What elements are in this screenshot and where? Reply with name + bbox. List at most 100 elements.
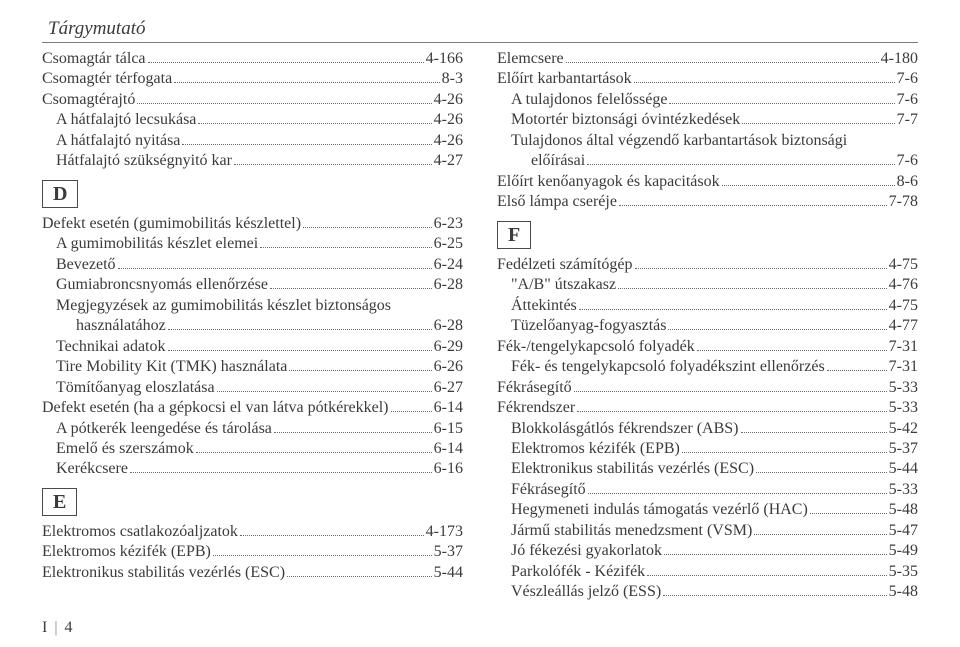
index-entry: A hátfalajtó lecsukása4-26 bbox=[42, 110, 463, 130]
index-entry-page: 4-180 bbox=[881, 49, 918, 69]
index-entry-label: Bevezető bbox=[42, 255, 116, 275]
index-entry: Első lámpa cseréje7-78 bbox=[497, 192, 918, 212]
index-entry: Hegymeneti indulás támogatás vezérlő (HA… bbox=[497, 500, 918, 520]
index-entry-page: 5-44 bbox=[434, 563, 463, 583]
index-entry-label: Gumiabroncsnyomás ellenőrzése bbox=[42, 275, 268, 295]
index-entry-label: Kerékcsere bbox=[42, 459, 128, 479]
index-entry-page: 5-33 bbox=[889, 378, 918, 398]
index-entry-page: 5-49 bbox=[889, 541, 918, 561]
index-entry: Fék- és tengelykapcsoló folyadékszint el… bbox=[497, 357, 918, 377]
index-entry-label: Hátfalajtó szükségnyitó kar bbox=[42, 151, 232, 171]
index-entry: Áttekintés4-75 bbox=[497, 296, 918, 316]
index-entry-page: 6-14 bbox=[434, 439, 463, 459]
leader-dots bbox=[168, 329, 432, 330]
index-entry-page: 5-48 bbox=[889, 582, 918, 602]
header-rule bbox=[42, 42, 918, 43]
index-entry-page: 7-6 bbox=[897, 69, 918, 89]
index-entry: Tire Mobility Kit (TMK) használata6-26 bbox=[42, 357, 463, 377]
index-entry-page: 7-31 bbox=[889, 337, 918, 357]
index-entry-page: 7-6 bbox=[897, 151, 918, 171]
leader-dots bbox=[213, 555, 432, 556]
index-entry-label: Motortér biztonsági óvintézkedések bbox=[497, 110, 740, 130]
index-entry-page: 6-23 bbox=[434, 214, 463, 234]
leader-dots bbox=[260, 247, 431, 248]
leader-dots bbox=[664, 554, 887, 555]
index-entry-label: Elemcsere bbox=[497, 49, 564, 69]
leader-dots bbox=[391, 411, 432, 412]
page-footer: I | 4 bbox=[42, 619, 73, 637]
index-entry-label: Tömítőanyag eloszlatása bbox=[42, 378, 215, 398]
index-entry-page: 4-173 bbox=[426, 522, 463, 542]
leader-dots bbox=[618, 288, 887, 289]
index-entry-label: Csomagtér térfogata bbox=[42, 69, 172, 89]
index-entry-page: 4-77 bbox=[889, 316, 918, 336]
leader-dots bbox=[588, 493, 887, 494]
index-entry-label: Blokkolásgátlós fékrendszer (ABS) bbox=[497, 419, 739, 439]
index-entry-label: Elektronikus stabilitás vezérlés (ESC) bbox=[497, 459, 754, 479]
index-entry: Fékrendszer5-33 bbox=[497, 398, 918, 418]
index-entry: Blokkolásgátlós fékrendszer (ABS) 5-42 bbox=[497, 419, 918, 439]
leader-dots bbox=[587, 164, 894, 165]
index-entry-page: 8-3 bbox=[442, 69, 463, 89]
leader-dots bbox=[619, 205, 887, 206]
index-entry-page: 8-6 bbox=[897, 172, 918, 192]
leader-dots bbox=[168, 350, 432, 351]
index-entry-label: A pótkerék leengedése és tárolása bbox=[42, 419, 272, 439]
leader-dots bbox=[217, 391, 432, 392]
index-entry-page: 6-27 bbox=[434, 378, 463, 398]
index-entry: Elektronikus stabilitás vezérlés (ESC)5-… bbox=[42, 563, 463, 583]
index-entry-label: Tüzelőanyag-fogyasztás bbox=[497, 316, 666, 336]
index-entry: előírásai7-6 bbox=[497, 151, 918, 171]
footer-separator: | bbox=[54, 619, 57, 636]
leader-dots bbox=[722, 185, 895, 186]
index-entry-page: 6-29 bbox=[434, 337, 463, 357]
index-entry: Defekt esetén (ha a gépkocsi el van látv… bbox=[42, 398, 463, 418]
index-entry-label: A gumimobilitás készlet elemei bbox=[42, 234, 258, 254]
index-entry-page: 4-26 bbox=[434, 131, 463, 151]
index-entry-page: 4-76 bbox=[889, 275, 918, 295]
leader-dots bbox=[697, 350, 887, 351]
index-entry-page: 5-37 bbox=[434, 542, 463, 562]
leader-dots bbox=[566, 62, 879, 63]
index-entry-page: 7-31 bbox=[889, 357, 918, 377]
index-entry-label: Fedélzeti számítógép bbox=[497, 255, 633, 275]
index-entry-label: Fékrásegítő bbox=[497, 480, 586, 500]
index-entry: "A/B" útszakasz4-76 bbox=[497, 275, 918, 295]
index-entry-page: 5-33 bbox=[889, 398, 918, 418]
leader-dots bbox=[118, 268, 432, 269]
index-entry-label: Jó fékezési gyakorlatok bbox=[497, 541, 662, 561]
section-letter: E bbox=[42, 488, 77, 516]
index-entry-label: Tire Mobility Kit (TMK) használata bbox=[42, 357, 287, 377]
page-header: Tárgymutató bbox=[42, 18, 918, 40]
index-entry-page: 6-16 bbox=[434, 459, 463, 479]
index-entry-page: 4-26 bbox=[434, 90, 463, 110]
leader-dots bbox=[669, 103, 894, 104]
index-entry: Elemcsere 4-180 bbox=[497, 49, 918, 69]
index-entry-continuation: Megjegyzések az gumimobilitás készlet bi… bbox=[42, 296, 463, 316]
index-entry: Elektromos kézifék (EPB)5-37 bbox=[497, 439, 918, 459]
index-entry: Kerékcsere 6-16 bbox=[42, 459, 463, 479]
index-entry-label: Fékrásegítő bbox=[497, 378, 572, 398]
index-entry-page: 5-42 bbox=[889, 419, 918, 439]
index-entry-label: Vészleállás jelző (ESS) bbox=[497, 582, 661, 602]
leader-dots bbox=[198, 123, 431, 124]
index-entry-label: Fék- és tengelykapcsoló folyadékszint el… bbox=[497, 357, 825, 377]
index-entry: Emelő és szerszámok6-14 bbox=[42, 439, 463, 459]
leader-dots bbox=[741, 432, 887, 433]
index-entry: Defekt esetén (gumimobilitás készlettel)… bbox=[42, 214, 463, 234]
index-entry: Vészleállás jelző (ESS) 5-48 bbox=[497, 582, 918, 602]
leader-dots bbox=[756, 472, 887, 473]
index-entry: Tüzelőanyag-fogyasztás 4-77 bbox=[497, 316, 918, 336]
section-letter: D bbox=[42, 180, 78, 208]
leader-dots bbox=[634, 82, 895, 83]
index-entry-page: 6-14 bbox=[434, 398, 463, 418]
leader-dots bbox=[270, 288, 432, 289]
leader-dots bbox=[303, 227, 432, 228]
leader-dots bbox=[182, 144, 431, 145]
leader-dots bbox=[579, 309, 887, 310]
index-entry-page: 6-28 bbox=[434, 316, 463, 336]
index-entry-label: Elektromos csatlakozóaljzatok bbox=[42, 522, 238, 542]
index-entry-label: Defekt esetén (gumimobilitás készlettel) bbox=[42, 214, 301, 234]
leader-dots bbox=[137, 103, 431, 104]
index-entry: Technikai adatok6-29 bbox=[42, 337, 463, 357]
